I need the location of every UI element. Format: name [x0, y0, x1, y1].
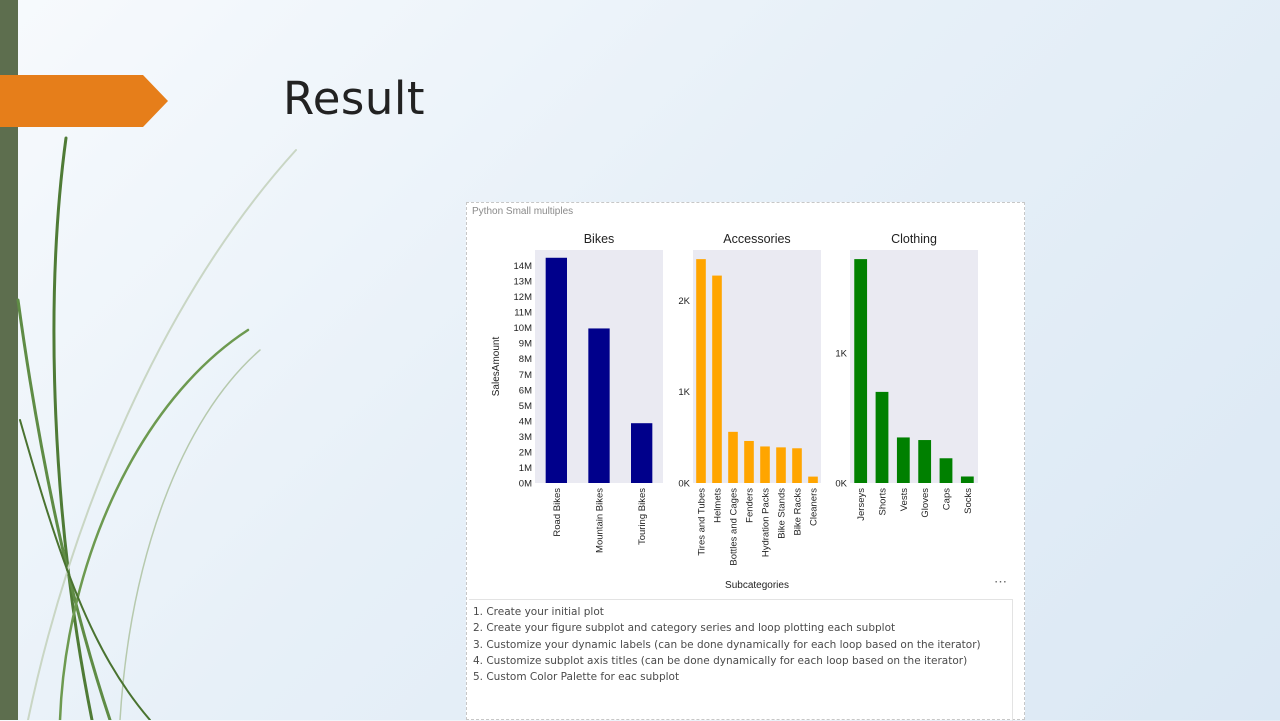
left-accent-bar: [0, 0, 18, 720]
bar-1-5: [776, 447, 786, 483]
xtick-label-1-0: Tires and Tubes: [697, 488, 708, 556]
xtick-label-2-0: Jerseys: [856, 488, 867, 521]
xtick-label-1-3: Fenders: [745, 488, 756, 523]
xtick-label-2-5: Socks: [963, 488, 974, 514]
more-options-icon[interactable]: ⋯: [994, 574, 1008, 589]
instruction-step-5: 5. Custom Color Palette for eac subplot: [473, 671, 680, 684]
xtick-label-0-1: Mountain Bikes: [595, 488, 606, 553]
ytick-label-2-0: 0K: [835, 479, 847, 490]
small-multiples-chart: Bikes 0M 1M 2M 3M 4M 5M 6M 7M 8M 9M 10M 11M 12M 13M 14M…: [491, 232, 978, 591]
xtick-label-2-1: Shorts: [878, 488, 889, 516]
subplot-title-2: Clothing: [891, 232, 937, 246]
xtick-label-1-6: Bike Racks: [793, 488, 804, 536]
xtick-label-1-1: Helmets: [713, 488, 724, 523]
instruction-step-1: 1. Create your initial plot: [473, 606, 604, 618]
bar-1-0: [696, 259, 706, 483]
bar-2-2: [896, 437, 910, 483]
slide-title: Result: [283, 72, 426, 125]
xtick-label-0-0: Road Bikes: [552, 488, 563, 537]
ytick-label-0-9: 9M: [519, 339, 532, 350]
bar-2-4: [939, 458, 953, 483]
ytick-label-0-11: 11M: [514, 308, 532, 319]
instruction-step-2: 2. Create your figure subplot and catego…: [473, 622, 896, 635]
ytick-label-1-0: 0K: [678, 479, 690, 490]
bar-2-5: [960, 476, 974, 483]
subplot-title-0: Bikes: [584, 232, 615, 246]
ytick-label-0-12: 12M: [514, 292, 533, 303]
ytick-label-0-0: 0M: [519, 479, 532, 490]
bar-2-3: [918, 440, 932, 483]
x-axis-label-1: Subcategories: [725, 580, 789, 591]
instruction-step-3: 3. Customize your dynamic labels (can be…: [473, 638, 981, 651]
bar-0-1: [588, 328, 610, 483]
ytick-label-0-1: 1M: [519, 463, 532, 474]
xtick-label-0-2: Touring Bikes: [637, 488, 648, 545]
instructions-textbox: 1. Create your initial plot 2. Create yo…: [469, 599, 1013, 721]
ytick-label-0-2: 2M: [519, 447, 532, 458]
bar-1-4: [760, 446, 770, 483]
ytick-label-2-1: 1K: [835, 348, 847, 359]
ytick-label-0-6: 6M: [519, 385, 532, 396]
ytick-label-0-14: 14M: [514, 261, 533, 272]
bar-0-2: [631, 423, 653, 483]
xtick-label-2-3: Gloves: [920, 488, 931, 518]
subplot-title-1: Accessories: [723, 232, 790, 246]
xtick-label-1-2: Bottles and Cages: [729, 488, 740, 566]
ytick-label-1-2: 2K: [678, 296, 690, 307]
xtick-label-1-7: Cleaners: [809, 488, 820, 526]
bar-1-3: [744, 440, 754, 483]
bar-2-1: [875, 391, 889, 483]
bar-1-7: [808, 476, 818, 483]
xtick-label-1-4: Hydration Packs: [761, 488, 772, 557]
xtick-label-2-4: Caps: [942, 488, 953, 510]
bar-1-1: [712, 275, 722, 483]
y-axis-label-0: SalesAmount: [491, 337, 502, 397]
bar-0-0: [545, 257, 567, 483]
subplot-bg-2: [850, 250, 978, 483]
xtick-label-1-5: Bike Stands: [777, 488, 788, 539]
python-visual-card[interactable]: Python Small multiples Bikes 0M 1M 2M 3M 4M 5M…: [466, 202, 1025, 721]
bar-1-6: [792, 448, 802, 483]
ytick-label-0-5: 5M: [519, 401, 532, 412]
ytick-label-0-13: 13M: [514, 277, 533, 288]
visual-title: Python Small multiples: [472, 206, 574, 217]
ytick-label-0-8: 8M: [519, 354, 532, 365]
xtick-label-2-2: Vests: [899, 488, 910, 511]
ytick-label-0-7: 7M: [519, 370, 532, 381]
ytick-label-0-3: 3M: [519, 432, 532, 443]
ytick-label-0-10: 10M: [514, 323, 533, 334]
bar-1-2: [728, 431, 738, 483]
ytick-label-1-1: 1K: [678, 387, 690, 398]
bar-2-0: [854, 259, 868, 483]
ytick-label-0-4: 4M: [519, 416, 532, 427]
instruction-step-4: 4. Customize subplot axis titles (can be…: [473, 654, 968, 667]
